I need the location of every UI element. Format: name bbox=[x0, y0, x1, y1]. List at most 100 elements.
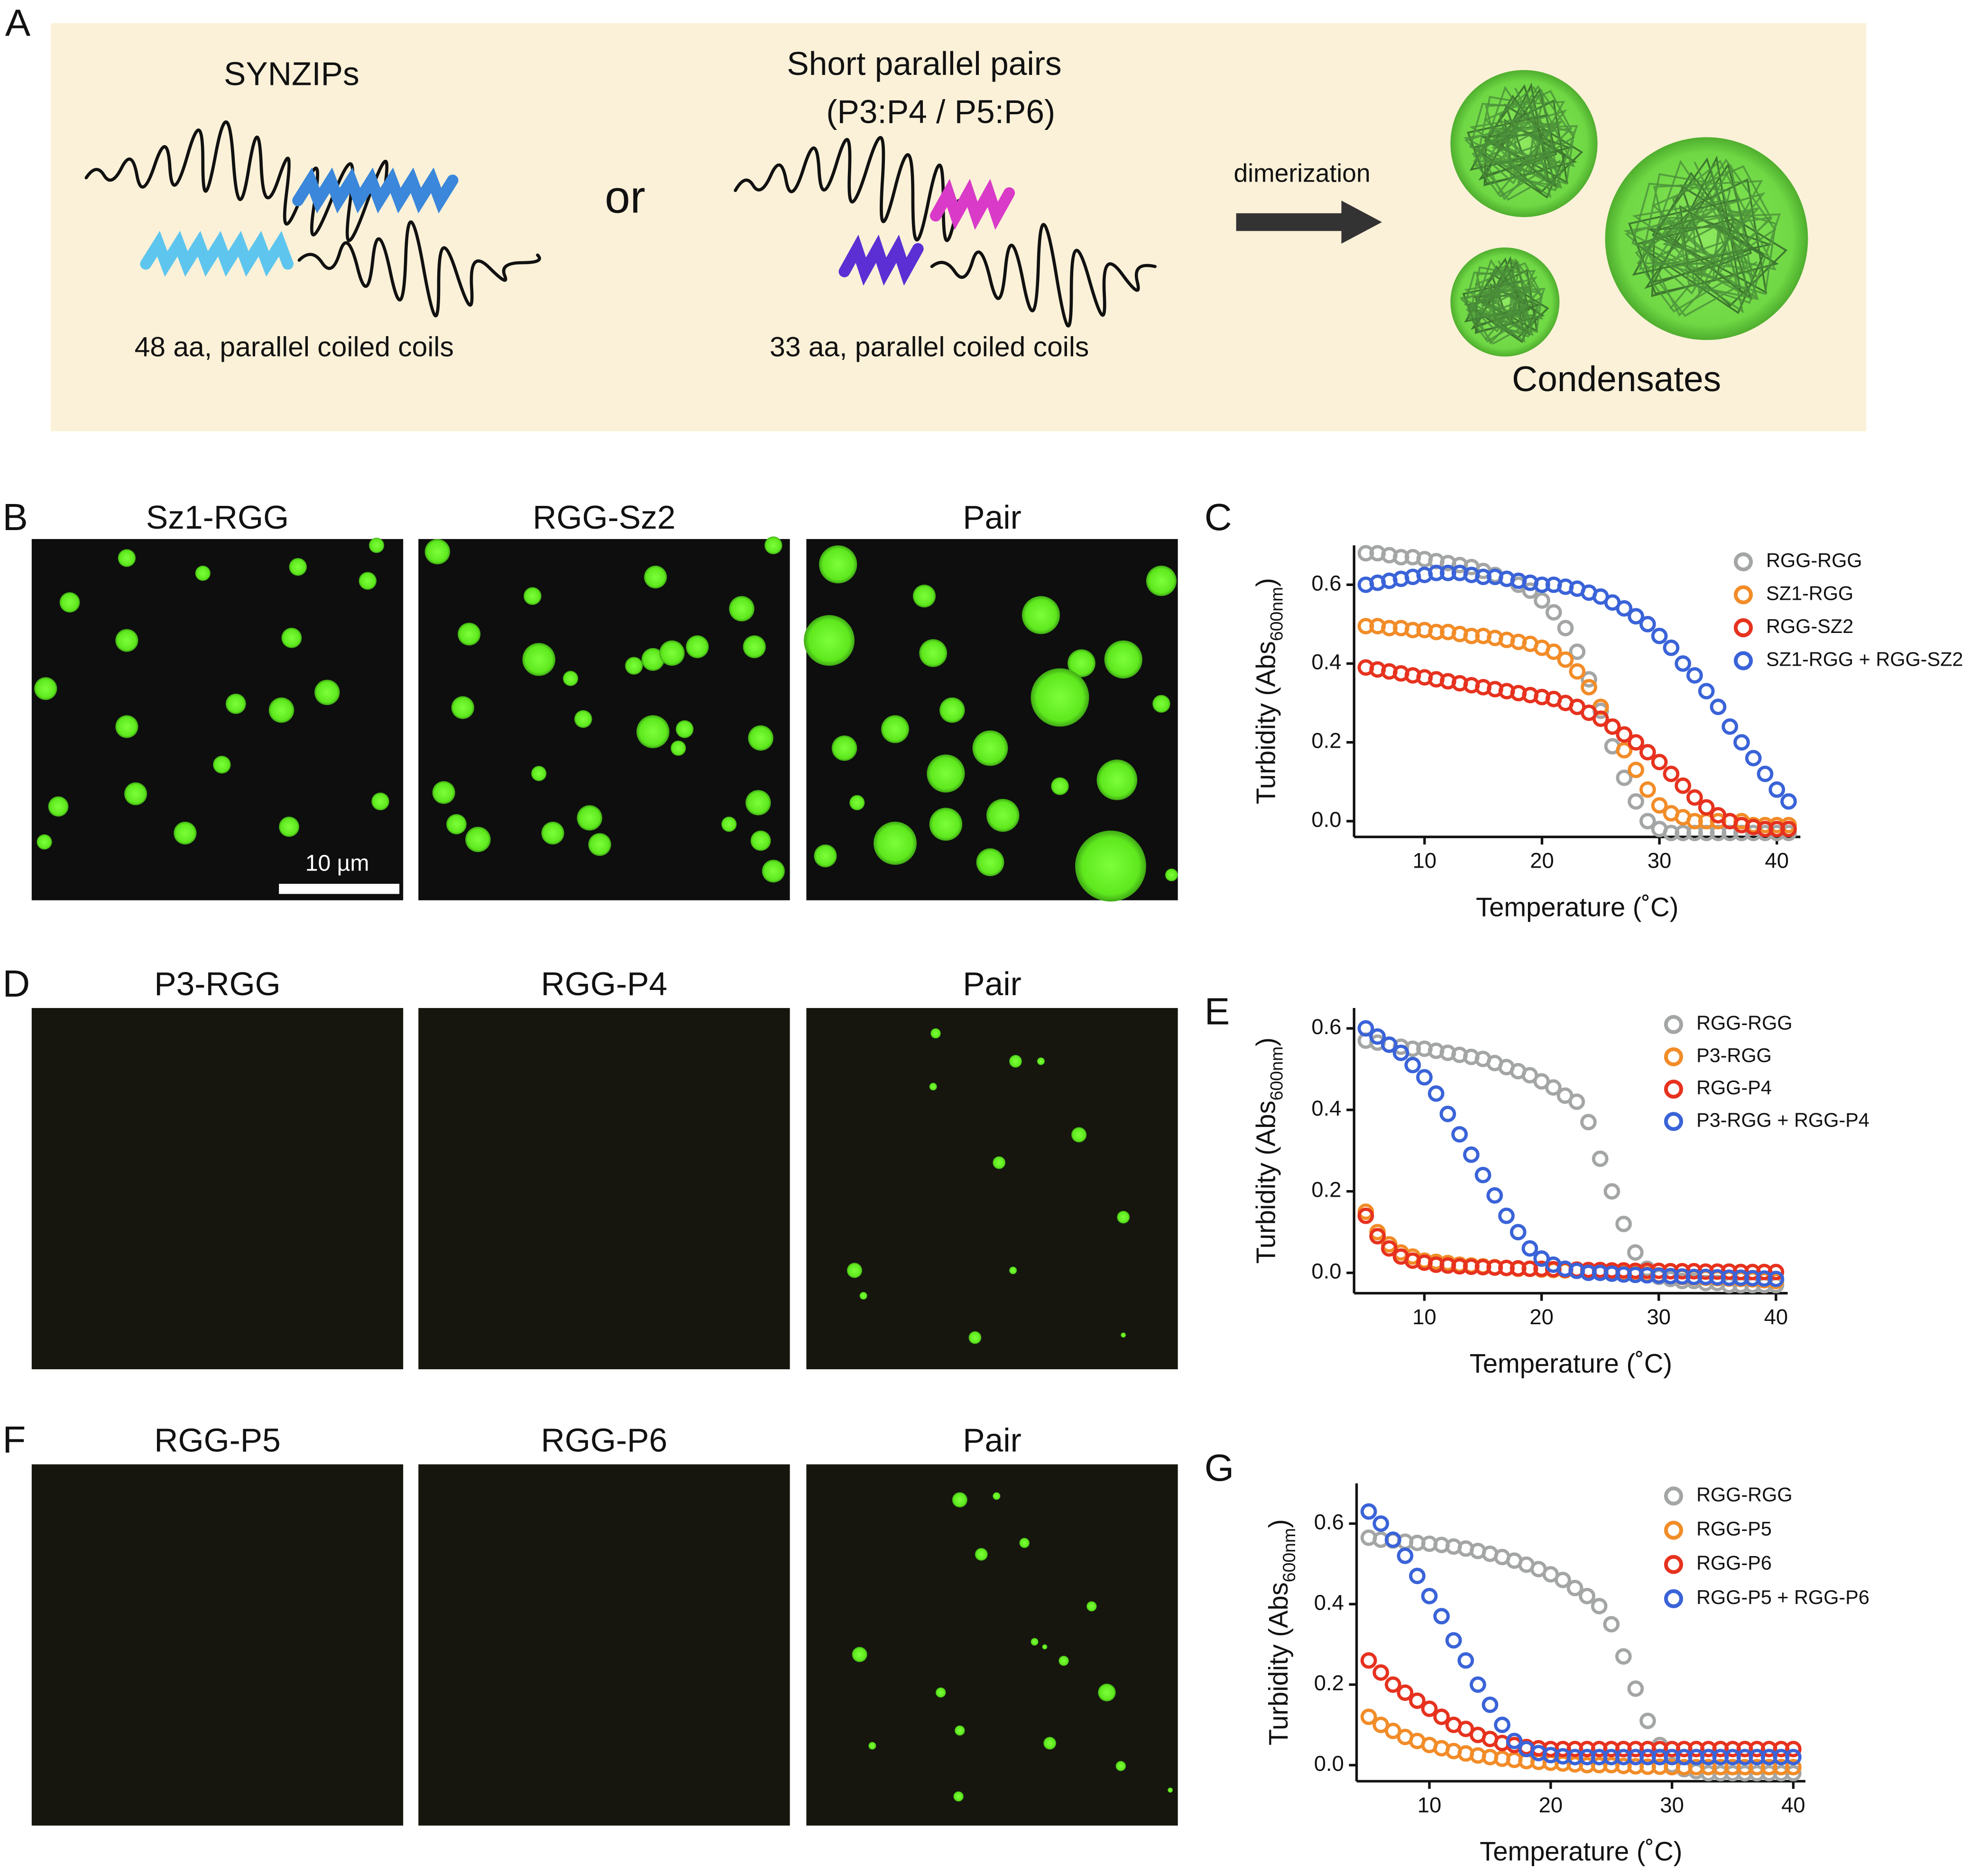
data-point bbox=[1581, 679, 1597, 696]
data-point bbox=[1474, 1167, 1491, 1183]
data-point bbox=[1545, 604, 1562, 621]
droplet bbox=[174, 822, 197, 845]
data-point bbox=[1592, 710, 1609, 727]
data-point bbox=[1566, 1579, 1583, 1596]
legend-label: RGG-RGG bbox=[1766, 549, 1862, 571]
data-point bbox=[1663, 639, 1680, 656]
droplet bbox=[952, 1492, 967, 1508]
y-axis-label-part: Turbidity (Abs bbox=[1251, 641, 1280, 804]
droplet bbox=[636, 715, 670, 748]
scale-bar-label: 10 µm bbox=[305, 851, 369, 876]
droplet bbox=[953, 1791, 964, 1802]
data-point bbox=[1357, 1020, 1374, 1037]
data-point bbox=[1616, 600, 1633, 617]
y-axis-label-part: 600nm bbox=[1266, 587, 1286, 641]
droplet bbox=[976, 848, 1004, 877]
data-point bbox=[1698, 683, 1715, 700]
micrograph bbox=[806, 1464, 1178, 1826]
data-point bbox=[1627, 1680, 1644, 1697]
droplet bbox=[588, 833, 611, 856]
droplet bbox=[868, 1742, 876, 1750]
helix bbox=[930, 179, 1015, 230]
micrograph-title: Sz1-RGG bbox=[146, 499, 289, 536]
droplet bbox=[814, 844, 837, 868]
micrograph-title: P3-RGG bbox=[154, 965, 280, 1002]
droplet bbox=[424, 539, 451, 565]
droplet bbox=[1043, 1737, 1056, 1750]
y-axis-label-part: Turbidity (Abs bbox=[1263, 1582, 1293, 1745]
data-point bbox=[1675, 655, 1692, 672]
droplet bbox=[314, 679, 340, 705]
helix bbox=[140, 230, 294, 277]
legend-label: RGG-RGG bbox=[1696, 1012, 1793, 1034]
droplet bbox=[919, 639, 948, 667]
y-tick-label: 0.2 bbox=[1311, 1178, 1341, 1202]
data-point bbox=[1433, 1708, 1450, 1725]
data-point bbox=[1369, 1228, 1386, 1245]
helices bbox=[140, 167, 1015, 286]
droplet bbox=[625, 657, 643, 675]
data-point bbox=[1470, 1676, 1486, 1693]
legend-marker bbox=[1664, 1047, 1684, 1067]
data-point bbox=[1439, 1106, 1456, 1122]
legend-label: RGG-P4 bbox=[1696, 1076, 1772, 1099]
chart: 0.0 0.2 0.4 0.6 10 20 30 40 Temperature (˚C) Turb… bbox=[1263, 1483, 1869, 1866]
x-axis-label: Temperature (˚C) bbox=[1480, 1836, 1682, 1866]
droplet bbox=[746, 790, 771, 815]
legend-label: P3-RGG bbox=[1696, 1044, 1772, 1066]
droplet bbox=[124, 782, 147, 806]
droplet bbox=[686, 635, 709, 659]
data-point bbox=[1421, 1700, 1438, 1717]
micrograph-title: RGG-P4 bbox=[541, 965, 667, 1002]
condensates bbox=[1450, 70, 1808, 357]
panel-label: F bbox=[2, 1418, 26, 1461]
data-point bbox=[1416, 1069, 1433, 1086]
panel-label: E bbox=[1205, 990, 1230, 1033]
droplet bbox=[1146, 566, 1177, 596]
data-point bbox=[1603, 1616, 1620, 1633]
y-tick-label: 0.2 bbox=[1311, 729, 1341, 753]
x-axis-label: Temperature (˚C) bbox=[1470, 1348, 1672, 1378]
data-point bbox=[1780, 821, 1797, 837]
y-axis-label: Turbidity (Abs600nm) bbox=[1251, 578, 1286, 804]
droplet bbox=[48, 796, 69, 817]
panel-label: D bbox=[2, 962, 30, 1005]
data-point bbox=[1639, 781, 1656, 798]
legend-label: SZ1-RGG + RGG-SZ2 bbox=[1766, 648, 1963, 670]
data-point bbox=[1651, 627, 1668, 644]
droplet bbox=[1071, 1127, 1087, 1143]
data-point bbox=[1381, 1240, 1398, 1257]
pairs-subtitle: (P3:P4 / P5:P6) bbox=[826, 93, 1055, 130]
droplet bbox=[1031, 1638, 1039, 1646]
droplet bbox=[115, 715, 138, 738]
droplet bbox=[458, 623, 481, 646]
droplet bbox=[59, 592, 80, 613]
legend-label: RGG-SZ2 bbox=[1766, 615, 1853, 637]
y-axis-label-part: ) bbox=[1263, 1519, 1293, 1528]
x-tick-label: 40 bbox=[1765, 849, 1789, 873]
data-point bbox=[1757, 765, 1774, 782]
chain bbox=[84, 120, 389, 242]
chain bbox=[930, 223, 1157, 328]
or-text: or bbox=[605, 172, 645, 222]
droplet bbox=[968, 1331, 982, 1344]
data-point bbox=[1616, 770, 1633, 786]
droplet bbox=[912, 585, 936, 608]
scribble bbox=[1459, 258, 1543, 343]
y-tick-label: 0.6 bbox=[1314, 1510, 1344, 1534]
data-point bbox=[1639, 813, 1656, 830]
data-point bbox=[1603, 1183, 1620, 1200]
droplet bbox=[762, 860, 785, 883]
y-axis-label-part: ) bbox=[1251, 578, 1280, 587]
data-point bbox=[1557, 620, 1574, 637]
data-point bbox=[1545, 1079, 1562, 1096]
data-point bbox=[1360, 1503, 1377, 1520]
data-point bbox=[1451, 1126, 1468, 1143]
droplet bbox=[451, 696, 474, 719]
droplet bbox=[929, 807, 963, 841]
panel-label: A bbox=[5, 1, 31, 44]
data-point bbox=[1780, 793, 1797, 810]
data-point bbox=[1767, 1271, 1785, 1287]
legend-label: P3-RGG + RGG-P4 bbox=[1696, 1109, 1869, 1131]
droplet bbox=[268, 697, 295, 723]
